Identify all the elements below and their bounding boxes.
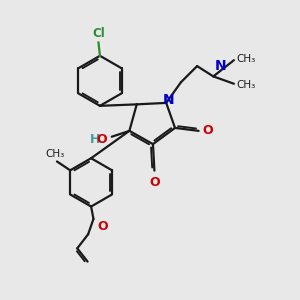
- Text: O: O: [96, 133, 107, 146]
- Text: CH₃: CH₃: [236, 54, 256, 64]
- Text: N: N: [215, 59, 226, 74]
- Text: Cl: Cl: [92, 27, 105, 40]
- Text: O: O: [97, 220, 108, 233]
- Text: CH₃: CH₃: [236, 80, 256, 90]
- Text: N: N: [163, 93, 174, 107]
- Text: O: O: [150, 176, 160, 189]
- Text: O: O: [202, 124, 213, 137]
- Text: CH₃: CH₃: [45, 149, 64, 159]
- Text: H: H: [90, 133, 100, 146]
